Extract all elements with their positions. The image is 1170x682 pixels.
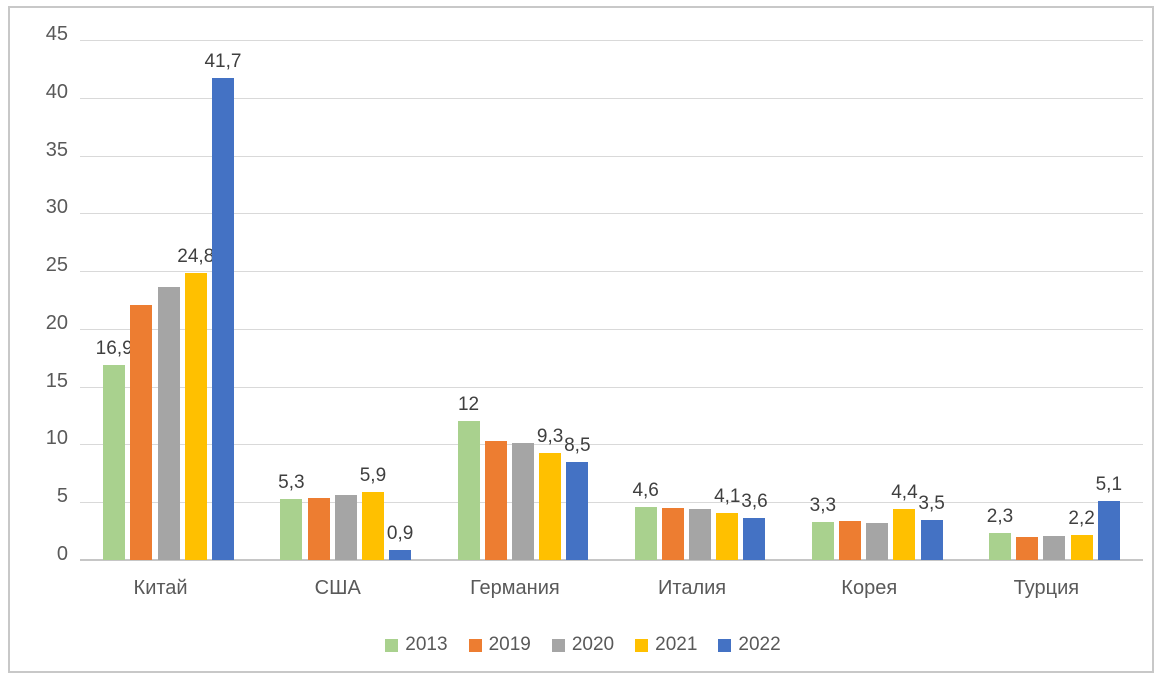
- bar-2021-Китай: [184, 273, 207, 560]
- bar-2020-Германия: [511, 443, 534, 560]
- gridline: [80, 328, 1143, 330]
- bar-value-label: 3,3: [809, 494, 837, 516]
- legend-swatch-icon: [385, 638, 399, 652]
- gridline: [80, 444, 1143, 446]
- bar-value-label: 41,7: [204, 51, 242, 73]
- gridline: [80, 97, 1143, 99]
- bar-2020-США: [334, 495, 357, 560]
- bar-2019-Китай: [130, 304, 153, 560]
- bar-2021-Корея: [893, 509, 916, 560]
- bar-value-label: 5,9: [359, 464, 387, 486]
- legend-label: 2022: [738, 634, 781, 655]
- bar-2013-Турция: [989, 533, 1012, 560]
- gridline: [80, 155, 1143, 157]
- legend-swatch-icon: [551, 638, 565, 652]
- legend-item-2021: 2021: [635, 634, 697, 656]
- bar-value-label: 16,9: [95, 337, 133, 359]
- bar-2021-Италия: [716, 512, 739, 560]
- bar-value-label: 3,6: [741, 491, 768, 513]
- legend-label: 2021: [655, 634, 698, 655]
- legend-item-2022: 2022: [718, 634, 781, 656]
- bar-2022-Китай: [211, 78, 234, 560]
- category-label-Германия: Германия: [470, 577, 560, 599]
- bar-2013-Китай: [103, 364, 126, 560]
- y-tick-label: 0: [56, 543, 68, 565]
- bar-2019-Корея: [839, 520, 862, 560]
- y-tick-label: 20: [45, 311, 68, 334]
- category-label-Китай: Китай: [133, 577, 188, 599]
- bar-2022-Турция: [1097, 501, 1120, 560]
- y-tick-label: 35: [45, 138, 68, 161]
- legend-swatch-icon: [718, 638, 732, 652]
- bar-value-label: 24,8: [177, 246, 215, 268]
- bar-value-label: 2,2: [1068, 507, 1095, 529]
- bar-2021-Турция: [1070, 534, 1093, 560]
- x-axis-line: [80, 559, 1143, 561]
- y-tick-label: 10: [45, 427, 68, 450]
- bar-2019-Италия: [661, 508, 684, 560]
- plot-area: 16,9 5,3 12 4,6 3,3 2,3 24,8 5,9 9,3 4,1 4,4 2,2 41,…: [80, 40, 1143, 561]
- bar-value-label: 3,5: [918, 492, 945, 514]
- y-tick-label: 15: [45, 369, 68, 392]
- gridline: [80, 502, 1143, 504]
- gridline: [80, 213, 1143, 215]
- y-tick-label: 25: [45, 254, 68, 277]
- bar-value-label: 9,3: [536, 425, 564, 447]
- bar-value-label: 4,6: [632, 479, 659, 501]
- bar-value-label: 0,9: [386, 522, 414, 544]
- legend-item-2020: 2020: [551, 634, 615, 656]
- gridline: [80, 271, 1143, 273]
- legend-item-2019: 2019: [468, 634, 531, 656]
- gridline: [80, 386, 1143, 388]
- y-tick-label: 45: [45, 23, 68, 45]
- category-label-США: США: [314, 577, 361, 599]
- bar-value-label: 8,5: [564, 434, 591, 456]
- bar-2020-Турция: [1043, 535, 1066, 560]
- bar-2020-Италия: [689, 509, 712, 560]
- legend-label: 2013: [405, 634, 448, 655]
- bar-2019-США: [307, 497, 330, 560]
- bar-2020-Китай: [157, 287, 180, 560]
- bar-2013-Германия: [457, 421, 480, 560]
- bar-2019-Германия: [484, 440, 507, 560]
- bar-2022-Германия: [566, 461, 589, 560]
- bar-2013-США: [280, 498, 303, 560]
- bar-2022-США: [389, 549, 412, 560]
- bar-2019-Турция: [1016, 536, 1039, 560]
- legend-label: 2019: [488, 634, 531, 655]
- bar-value-label: 4,4: [891, 482, 918, 504]
- bar-2022-Корея: [920, 519, 943, 560]
- legend-label: 2020: [571, 634, 615, 655]
- gridline: [80, 40, 1143, 41]
- category-label-Италия: Италия: [658, 577, 727, 599]
- bar-2020-Корея: [866, 523, 889, 560]
- bar-2013-Корея: [811, 521, 834, 560]
- bar-2021-Германия: [539, 452, 562, 560]
- category-label-Корея: Корея: [841, 577, 898, 599]
- y-tick-label: 5: [56, 485, 68, 508]
- legend-item-2013: 2013: [385, 634, 448, 656]
- legend-swatch-icon: [468, 638, 482, 652]
- chart-frame: 16,9 5,3 12 4,6 3,3 2,3 24,8 5,9 9,3 4,1 4,4 2,2 41,…: [8, 6, 1154, 673]
- category-label-Турция: Турция: [1013, 577, 1080, 599]
- bar-2022-Италия: [743, 518, 766, 560]
- bar-value-label: 2,3: [986, 506, 1014, 528]
- bar-value-label: 5,1: [1095, 474, 1123, 496]
- y-tick-label: 40: [45, 80, 68, 103]
- bar-value-label: 5,3: [278, 471, 305, 493]
- bar-value-label: 4,1: [714, 485, 741, 507]
- legend: 2013 2019 2020 2021 2022: [10, 634, 1156, 656]
- bar-value-label: 12: [457, 394, 480, 416]
- bar-2021-США: [361, 491, 384, 560]
- bar-2013-Италия: [634, 506, 657, 560]
- legend-swatch-icon: [635, 638, 649, 652]
- y-tick-label: 30: [45, 196, 68, 219]
